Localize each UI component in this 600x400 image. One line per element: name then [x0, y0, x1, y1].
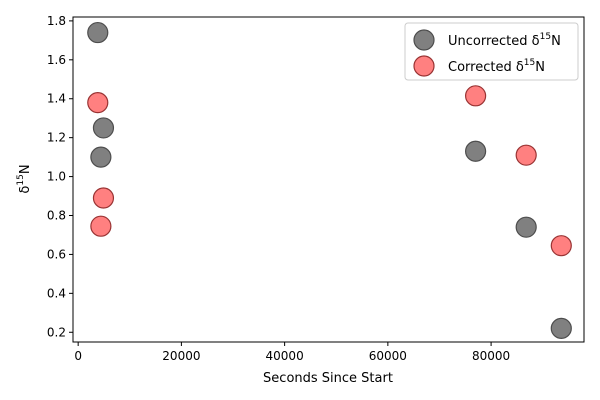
legend-marker-corrected: [413, 55, 435, 77]
corrected-point: [92, 187, 115, 209]
uncorrected-point: [550, 317, 572, 339]
x-tick-label: 40000: [266, 349, 304, 363]
data-points: [87, 21, 572, 339]
uncorrected-point: [92, 117, 115, 139]
x-tick-label: 60000: [369, 349, 407, 363]
y-tick-label: 1.0: [47, 170, 66, 184]
y-axis-ticks: 0.2 0.4 0.6 0.8 1.0 1.2 1.4 1.6 1.8: [47, 14, 73, 339]
uncorrected-point: [515, 216, 537, 238]
corrected-point: [90, 215, 112, 237]
uncorrected-point: [465, 140, 487, 162]
uncorrected-point: [87, 21, 109, 44]
y-tick-label: 1.8: [47, 14, 66, 28]
x-axis-ticks: 0 20000 40000 60000 80000: [74, 342, 510, 363]
corrected-point: [515, 144, 537, 166]
y-tick-label: 0.6: [47, 247, 66, 261]
corrected-point: [87, 92, 109, 114]
x-tick-label: 0: [74, 349, 82, 363]
legend: Uncorrected δ15N Corrected δ15N: [404, 22, 579, 81]
y-tick-label: 1.6: [47, 53, 66, 67]
y-tick-label: 1.4: [47, 92, 66, 106]
corrected-point: [550, 235, 572, 257]
x-axis-label: Seconds Since Start: [263, 371, 393, 386]
legend-label-uncorrected: Uncorrected δ15N: [448, 32, 561, 49]
y-tick-label: 0.2: [47, 325, 66, 339]
x-tick-label: 20000: [162, 349, 200, 363]
plot-frame: [72, 16, 585, 343]
x-tick-label: 80000: [472, 349, 510, 363]
legend-label-corrected: Corrected δ15N: [448, 58, 545, 75]
legend-box: [404, 22, 579, 81]
y-tick-label: 1.2: [47, 131, 66, 145]
corrected-point: [465, 85, 487, 107]
uncorrected-point: [90, 146, 112, 168]
y-tick-label: 0.8: [47, 209, 66, 223]
y-tick-label: 0.4: [47, 286, 66, 300]
legend-marker-uncorrected: [413, 29, 435, 51]
y-axis-label: δ15N: [16, 164, 33, 193]
